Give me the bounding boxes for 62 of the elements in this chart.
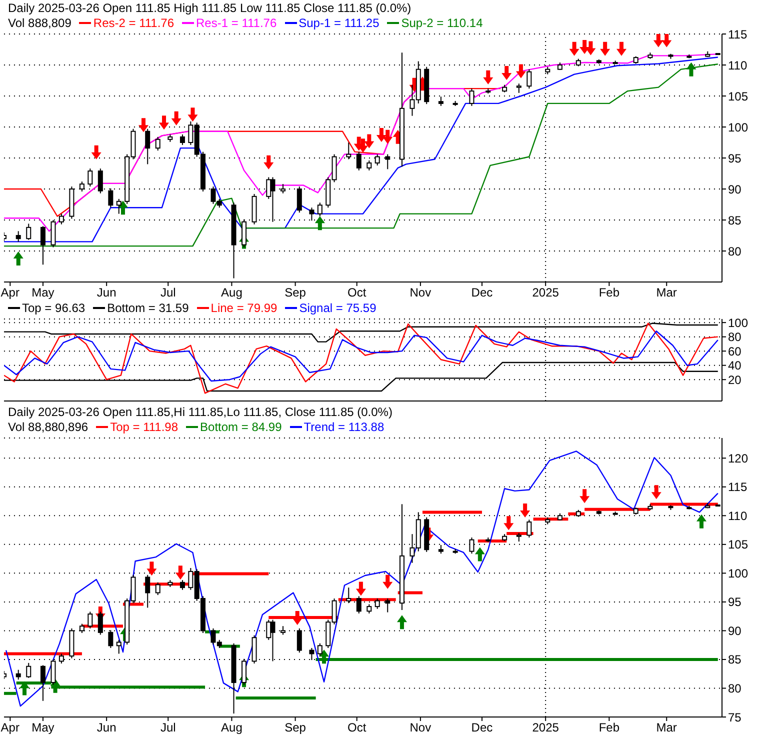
x-tick-label: May — [32, 286, 54, 300]
x-tick-label: Feb — [598, 720, 620, 735]
y-tick-label: 80 — [728, 681, 742, 696]
x-tick-label: Jul — [160, 720, 176, 735]
x-tick-label: Mar — [656, 286, 677, 300]
y-tick-label: 95 — [728, 151, 742, 166]
y-tick-label: 95 — [728, 595, 742, 610]
legend-label: Res-2 = 111.76 — [93, 16, 174, 30]
x-tick-label: Apr — [0, 720, 20, 735]
y-tick-label: 85 — [728, 213, 742, 228]
x-tick-label: 2025 — [532, 286, 560, 300]
x-tick-label: May — [32, 720, 54, 735]
legend-label: Top = 111.98 — [110, 420, 178, 434]
x-tick-label: Dec — [471, 720, 493, 735]
x-tick-label: Oct — [348, 286, 367, 300]
chart-title: Daily 2025-03-26 Open 111.85,Hi 111.85,Lo 111.85, Close 111.85 (0.0%) — [8, 405, 392, 420]
y-tick-label: 115 — [728, 27, 748, 42]
x-tick-label: Dec — [471, 286, 493, 300]
x-tick-label: Nov — [410, 720, 432, 735]
legend-label: Bottom = 31.59 — [107, 301, 189, 315]
x-tick-label: Aug — [221, 720, 242, 735]
x-tick-label: Sep — [284, 720, 306, 735]
chart-subtitle: Vol 88,880,896 — [8, 420, 88, 434]
y-tick-label: 90 — [728, 182, 742, 196]
y-tick-label: 110 — [728, 58, 748, 72]
x-tick-label: Sep — [284, 286, 306, 300]
y-tick-label: 100 — [728, 120, 748, 134]
x-tick-label: Jun — [96, 286, 116, 300]
legend-label: Trend = 113.88 — [304, 420, 384, 434]
y-tick-label: 90 — [728, 624, 742, 638]
y-tick-label: 115 — [728, 480, 748, 494]
y-tick-label: 110 — [728, 508, 748, 523]
y-tick-label: 100 — [728, 566, 748, 580]
x-tick-label: Nov — [410, 286, 432, 300]
x-tick-label: 2025 — [532, 720, 560, 735]
y-tick-label: 75 — [728, 710, 742, 724]
y-tick-label: 85 — [728, 652, 742, 667]
x-tick-label: Mar — [656, 720, 677, 735]
y-tick-label: 105 — [728, 538, 748, 552]
x-tick-label: Oct — [348, 720, 367, 735]
y-tick-label: 60 — [728, 344, 742, 358]
y-tick-label: 105 — [728, 89, 748, 104]
legend-label: Res-1 = 111.76 — [196, 16, 277, 30]
x-tick-label: Feb — [598, 286, 620, 300]
y-tick-label: 80 — [728, 244, 742, 258]
legend-label: Signal = 75.59 — [299, 301, 376, 315]
x-tick-label: Jul — [160, 286, 176, 300]
legend-label: Line = 79.99 — [210, 301, 278, 315]
legend-label: Sup-2 = 110.14 — [401, 16, 483, 30]
y-tick-label: 100 — [728, 316, 748, 330]
y-tick-label: 120 — [728, 451, 748, 466]
y-tick-label: 40 — [728, 358, 742, 373]
legend-label: Sup-1 = 111.25 — [298, 16, 380, 30]
legend-label: Top = 96.63 — [22, 301, 86, 315]
y-tick-label: 20 — [728, 372, 742, 387]
chart-title: Daily 2025-03-26 Open 111.85 High 111.85 Low 111.85 Close 111.85 (0.0%) — [8, 1, 412, 16]
x-tick-label: Apr — [0, 286, 20, 300]
y-tick-label: 80 — [728, 330, 742, 344]
chart-subtitle: Vol 888,809 — [8, 16, 72, 30]
x-tick-label: Jun — [96, 720, 116, 735]
legend-label: Bottom = 84.99 — [200, 420, 282, 434]
x-tick-label: Aug — [221, 286, 242, 300]
